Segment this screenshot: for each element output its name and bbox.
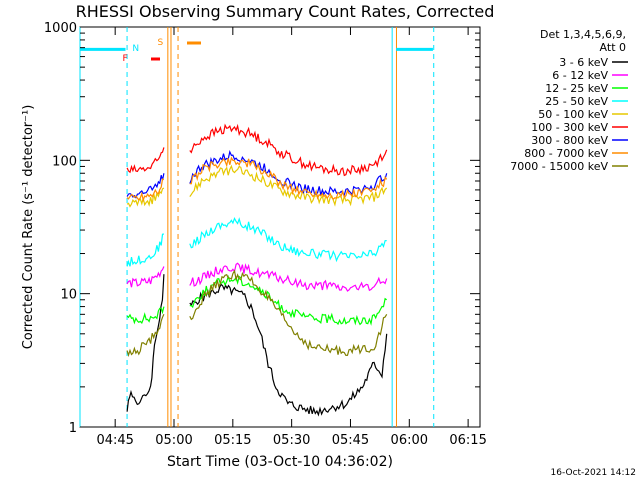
series-25-50-kev bbox=[189, 217, 387, 263]
series-7000-15000-kev bbox=[126, 314, 165, 358]
legend-label: 3 - 6 keV bbox=[559, 56, 608, 69]
legend-label: 7000 - 15000 keV bbox=[510, 160, 608, 173]
series-3-6-kev bbox=[126, 274, 165, 412]
timestamp: 16-Oct-2021 14:12 bbox=[551, 468, 636, 478]
legend-label: 300 - 800 keV bbox=[531, 134, 608, 147]
series-6-12-kev bbox=[126, 266, 165, 288]
series-300-800-kev bbox=[126, 173, 165, 199]
series-800-7000-kev bbox=[126, 178, 165, 203]
series-50-100-kev bbox=[189, 164, 388, 207]
y-axis-label: Corrected Count Rate (s⁻¹ detector⁻¹) bbox=[21, 105, 36, 350]
x-axis-label: Start Time (03-Oct-10 04:36:02) bbox=[167, 454, 393, 470]
flag-label-s: S bbox=[158, 38, 164, 48]
flag-label-f: F bbox=[123, 54, 128, 64]
series-3-6-kev bbox=[189, 283, 388, 417]
series-12-25-kev bbox=[126, 306, 165, 325]
series-12-25-kev bbox=[189, 274, 388, 326]
y-tick-label: 1000 bbox=[44, 21, 77, 36]
x-tick-label: 06:00 bbox=[391, 433, 428, 448]
flag-label-n: N bbox=[132, 44, 139, 54]
series-layer bbox=[126, 123, 388, 417]
series-25-50-kev bbox=[126, 233, 165, 267]
chart-title: RHESSI Observing Summary Count Rates, Co… bbox=[76, 2, 495, 21]
legend-label: 12 - 25 keV bbox=[545, 82, 608, 95]
series-800-7000-kev bbox=[189, 156, 388, 201]
series-100-300-kev bbox=[189, 123, 388, 177]
annotation-layer: NF S bbox=[79, 27, 435, 427]
x-tick-label: 06:15 bbox=[449, 433, 486, 448]
y-tick-label: 1 bbox=[69, 421, 77, 436]
x-tick-label: 04:45 bbox=[96, 433, 133, 448]
legend-label: 800 - 7000 keV bbox=[524, 147, 608, 160]
x-tick-label: 05:00 bbox=[155, 433, 192, 448]
series-7000-15000-kev bbox=[189, 269, 388, 357]
y-tick-label: 10 bbox=[60, 288, 77, 303]
legend-header: Att 0 bbox=[600, 41, 626, 54]
x-tick-label: 05:30 bbox=[273, 433, 310, 448]
x-tick-label: 05:45 bbox=[332, 433, 369, 448]
series-6-12-kev bbox=[189, 262, 388, 292]
legend-label: 50 - 100 keV bbox=[538, 108, 608, 121]
legend-label: 25 - 50 keV bbox=[545, 95, 608, 108]
legend-label: 100 - 300 keV bbox=[531, 121, 608, 134]
series-100-300-kev bbox=[126, 147, 165, 174]
y-tick-label: 100 bbox=[52, 154, 77, 169]
legend-header: Det 1,3,4,5,6,9, bbox=[540, 28, 626, 41]
axes-layer: 04:45 05:00 05:15 05:30 05:45 06:00 06:15 1 10 10… bbox=[44, 21, 487, 448]
series-300-800-kev bbox=[189, 150, 388, 197]
plot-frame bbox=[79, 26, 481, 428]
legend-label: 6 - 12 keV bbox=[552, 69, 608, 82]
series-50-100-kev bbox=[126, 187, 165, 208]
x-tick-label: 05:15 bbox=[214, 433, 251, 448]
